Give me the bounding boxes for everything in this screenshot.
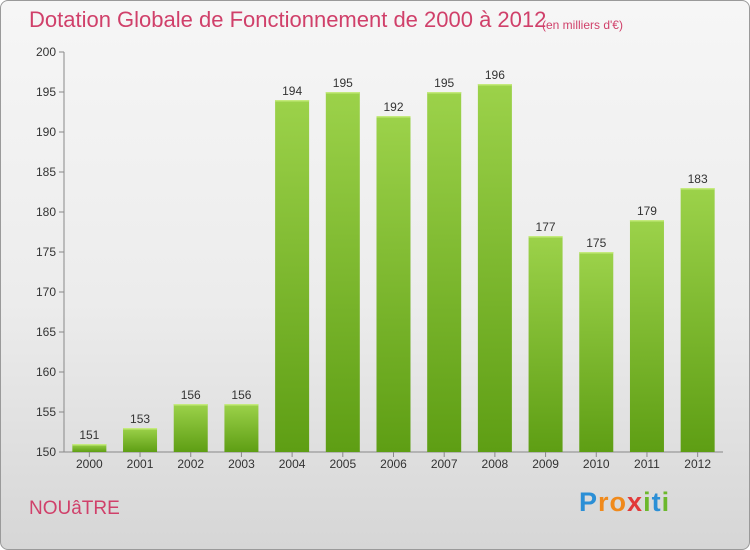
y-tick-label: 175 xyxy=(36,245,56,259)
x-tick-label: 2006 xyxy=(380,457,407,471)
x-tick-label: 2007 xyxy=(431,457,458,471)
bar-value-label: 177 xyxy=(536,220,556,234)
proxiti-logo: Proxiti xyxy=(579,487,670,518)
bars xyxy=(72,84,715,452)
bar xyxy=(528,236,563,452)
x-tick-label: 2002 xyxy=(177,457,204,471)
bar xyxy=(72,444,107,452)
bar-value-label: 153 xyxy=(130,412,150,426)
logo-letter: i xyxy=(661,487,671,517)
logo-letter: x xyxy=(627,487,644,517)
chart-subtitle: (en milliers d'€) xyxy=(542,18,623,32)
bar-highlight xyxy=(629,220,664,222)
bar-value-label: 175 xyxy=(586,236,606,250)
bar-value-label: 156 xyxy=(181,388,201,402)
bar-highlight xyxy=(173,404,208,406)
bar xyxy=(224,404,259,452)
bar xyxy=(579,252,614,452)
y-tick-label: 190 xyxy=(36,125,56,139)
bar-highlight xyxy=(123,428,158,430)
bar-highlight xyxy=(528,236,563,238)
bar xyxy=(629,220,664,452)
bar-value-label: 195 xyxy=(434,76,454,90)
commune-name: NOUâTRE xyxy=(29,498,120,519)
y-tick-label: 180 xyxy=(36,205,56,219)
bar-value-label: 156 xyxy=(231,388,251,402)
y-tick-label: 200 xyxy=(36,45,56,59)
axes: 150 155 160 165 170 175 180 185 190 195 200 xyxy=(36,45,723,459)
bar xyxy=(173,404,208,452)
x-tick-label: 2010 xyxy=(583,457,610,471)
bar-highlight xyxy=(325,92,360,94)
x-tick-label: 2012 xyxy=(684,457,711,471)
x-tick-label: 2005 xyxy=(329,457,356,471)
bar-value-label: 151 xyxy=(79,428,99,442)
x-tick-label: 2000 xyxy=(76,457,103,471)
bar-highlight xyxy=(376,116,411,118)
bar-value-label: 192 xyxy=(383,100,403,114)
bar-value-label: 194 xyxy=(282,84,302,98)
y-tick-label: 195 xyxy=(36,85,56,99)
chart-title: Dotation Globale de Fonctionnement de 20… xyxy=(29,7,547,32)
bar xyxy=(427,92,462,452)
bar-highlight xyxy=(224,404,259,406)
y-tick-label: 165 xyxy=(36,325,56,339)
x-tick-label: 2003 xyxy=(228,457,255,471)
labels: 2000 151 2001 153 2002 156 2003 156 2004 194 2005 1… xyxy=(76,68,711,471)
bar-highlight xyxy=(477,84,512,86)
x-tick-label: 2004 xyxy=(279,457,306,471)
bar-highlight xyxy=(72,444,107,446)
bar-highlight xyxy=(275,100,310,102)
logo-letter: o xyxy=(609,487,628,517)
bar xyxy=(376,116,411,452)
bar-value-label: 179 xyxy=(637,204,657,218)
y-tick-label: 155 xyxy=(36,405,56,419)
logo-letter: r xyxy=(598,487,610,517)
y-tick-label: 150 xyxy=(36,445,56,459)
bar-highlight xyxy=(427,92,462,94)
bar xyxy=(123,428,158,452)
bar-value-label: 195 xyxy=(333,76,353,90)
bar xyxy=(275,100,310,452)
y-tick-label: 170 xyxy=(36,285,56,299)
x-tick-label: 2001 xyxy=(127,457,154,471)
bar-value-label: 183 xyxy=(688,172,708,186)
bar xyxy=(325,92,360,452)
logo-letter: i xyxy=(643,487,652,517)
logo-letter: t xyxy=(651,487,662,517)
y-tick-label: 160 xyxy=(36,365,56,379)
bar-highlight xyxy=(579,252,614,254)
bar-value-label: 196 xyxy=(485,68,505,82)
bar-highlight xyxy=(680,188,715,190)
x-tick-label: 2008 xyxy=(482,457,509,471)
y-tick-label: 185 xyxy=(36,165,56,179)
bar xyxy=(477,84,512,452)
logo-letter: P xyxy=(579,487,599,517)
x-tick-label: 2011 xyxy=(634,457,660,471)
bar xyxy=(680,188,715,452)
x-tick-label: 2009 xyxy=(532,457,559,471)
